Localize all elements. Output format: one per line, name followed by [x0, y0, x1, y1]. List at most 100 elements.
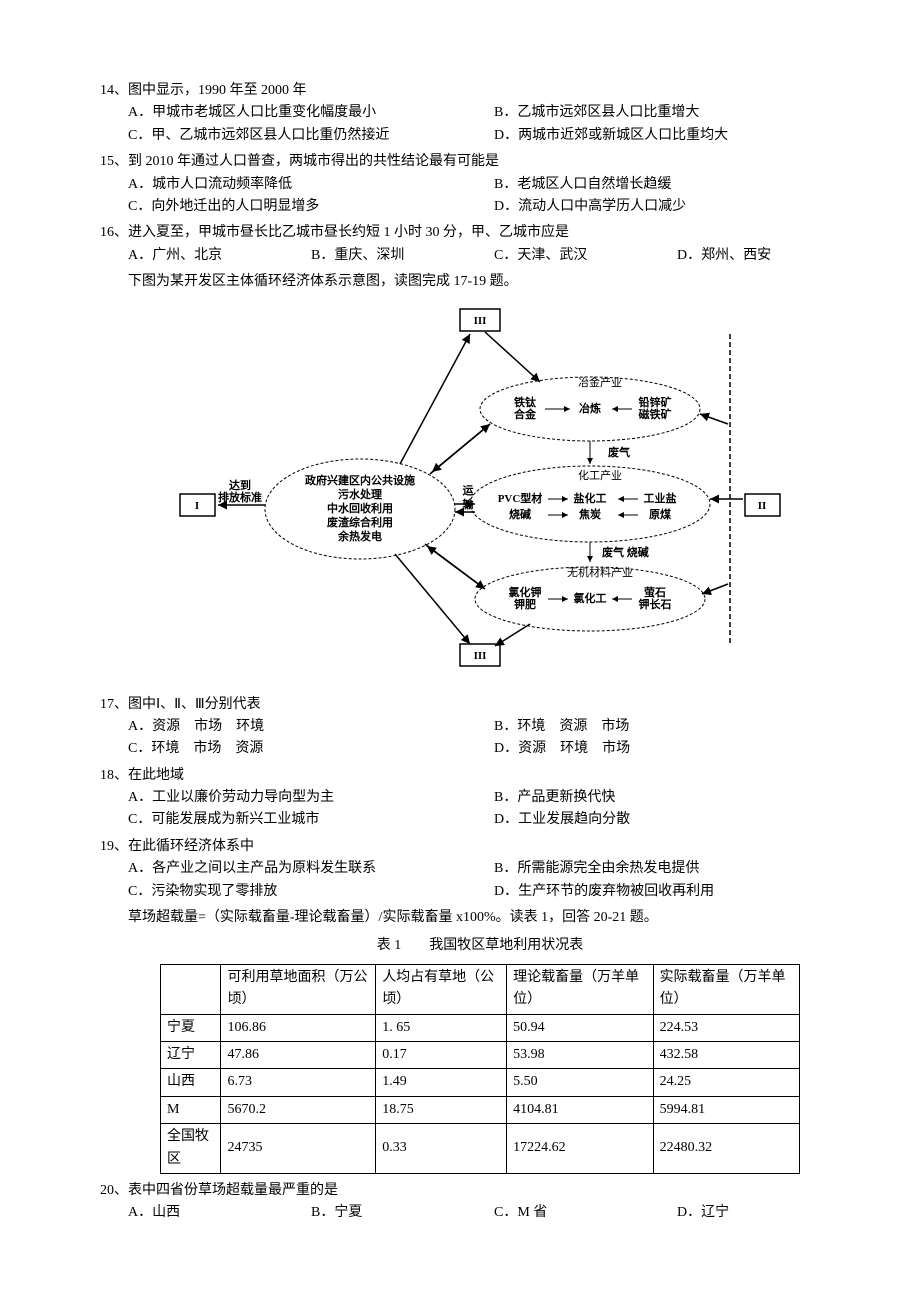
- box-bottom-label: III: [474, 650, 487, 662]
- col-2: 人均占有草地（公顷）: [376, 964, 507, 1014]
- svg-text:铅锌矿: 铅锌矿: [639, 395, 672, 409]
- q19-stem: 19、在此循环经济体系中: [100, 836, 860, 858]
- table-cell: 224.53: [653, 1014, 799, 1041]
- q14-stem: 14、图中显示，1990 年至 2000 年: [100, 80, 860, 102]
- box-top-label: III: [474, 315, 487, 327]
- q14-opt-a: A．甲城市老城区人口比重变化幅度最小: [128, 102, 494, 124]
- svg-text:无机材料产业: 无机材料产业: [567, 565, 633, 579]
- svg-text:冶炼: 冶炼: [579, 401, 601, 415]
- col-0: [161, 964, 221, 1014]
- svg-text:钾肥: 钾肥: [514, 597, 536, 611]
- table-cell: 18.75: [376, 1096, 507, 1123]
- table-cell: 6.73: [221, 1069, 376, 1096]
- table-cell: 5670.2: [221, 1096, 376, 1123]
- q18-opt-b: B．产品更新换代快: [494, 787, 860, 809]
- q18-opt-d: D．工业发展趋向分散: [494, 809, 860, 831]
- q18-opt-c: C．可能发展成为新兴工业城市: [128, 809, 494, 831]
- q17-opt-b: B．环境 资源 市场: [494, 716, 860, 738]
- svg-text:氯化工: 氯化工: [574, 591, 607, 605]
- question-16: 16、进入夏至，甲城市昼长比乙城市昼长约短 1 小时 30 分，甲、乙城市应是 …: [100, 222, 860, 267]
- q17-opt-d: D．资源 环境 市场: [494, 738, 860, 760]
- q20-stem: 20、表中四省份草场超载量最严重的是: [100, 1180, 860, 1202]
- svg-text:工业盐: 工业盐: [644, 491, 677, 505]
- table-cell: 53.98: [507, 1041, 653, 1068]
- intro-17-19: 下图为某开发区主体循环经济体系示意图，读图完成 17-19 题。: [100, 271, 860, 293]
- svg-text:废气 烧碱: 废气 烧碱: [602, 545, 649, 559]
- table-cell: 47.86: [221, 1041, 376, 1068]
- table-cell: 1.49: [376, 1069, 507, 1096]
- table-title: 表 1 我国牧区草地利用状况表: [100, 935, 860, 957]
- q19-opt-c: C．污染物实现了零排放: [128, 881, 494, 903]
- question-14: 14、图中显示，1990 年至 2000 年 A．甲城市老城区人口比重变化幅度最…: [100, 80, 860, 147]
- q15-opt-b: B．老城区人口自然增长趋缓: [494, 174, 860, 196]
- q14-opt-d: D．两城市近郊或新城区人口比重均大: [494, 125, 860, 147]
- svg-text:余热发电: 余热发电: [337, 529, 382, 543]
- col-3: 理论载畜量（万羊单位）: [507, 964, 653, 1014]
- q19-opt-d: D．生产环节的废弃物被回收再利用: [494, 881, 860, 903]
- svg-text:盐化工: 盐化工: [574, 491, 607, 505]
- box-left-label: I: [195, 500, 199, 512]
- table-cell: 全国牧区: [161, 1124, 221, 1174]
- q17-opt-c: C．环境 市场 资源: [128, 738, 494, 760]
- svg-text:氯化钾: 氯化钾: [509, 585, 542, 599]
- table-cell: 0.17: [376, 1041, 507, 1068]
- table-row: 辽宁47.860.1753.98432.58: [161, 1041, 800, 1068]
- svg-text:污水处理: 污水处理: [338, 487, 382, 501]
- table-row: 宁夏106.861. 6550.94224.53: [161, 1014, 800, 1041]
- q16-opt-b: B．重庆、深圳: [311, 245, 494, 267]
- q20-opt-d: D．辽宁: [677, 1202, 860, 1224]
- col-1: 可利用草地面积（万公顷）: [221, 964, 376, 1014]
- table-row: 山西6.731.495.5024.25: [161, 1069, 800, 1096]
- q20-opt-c: C．M 省: [494, 1202, 677, 1224]
- table-cell: 24735: [221, 1124, 376, 1174]
- q16-opt-c: C．天津、武汉: [494, 245, 677, 267]
- q14-opt-c: C．甲、乙城市远郊区县人口比重仍然接近: [128, 125, 494, 147]
- svg-text:政府兴建区内公共设施: 政府兴建区内公共设施: [305, 473, 415, 487]
- q20-opt-b: B．宁夏: [311, 1202, 494, 1224]
- table-cell: 106.86: [221, 1014, 376, 1041]
- q15-opt-a: A．城市人口流动频率降低: [128, 174, 494, 196]
- table-cell: 432.58: [653, 1041, 799, 1068]
- svg-text:废气: 废气: [608, 445, 630, 459]
- svg-text:PVC型材: PVC型材: [498, 491, 543, 505]
- table-cell: 5.50: [507, 1069, 653, 1096]
- svg-text:运: 运: [463, 484, 474, 497]
- q18-opt-a: A．工业以廉价劳动力导向型为主: [128, 787, 494, 809]
- ind1-title: 冶金产业: [578, 375, 622, 389]
- table-cell: 22480.32: [653, 1124, 799, 1174]
- svg-text:烧碱: 烧碱: [509, 507, 531, 521]
- q15-opt-d: D．流动人口中高学历人口减少: [494, 196, 860, 218]
- svg-text:原煤: 原煤: [649, 507, 672, 521]
- question-17: 17、图中Ⅰ、Ⅱ、Ⅲ分别代表 A．资源 市场 环境 B．环境 资源 市场 C．环…: [100, 694, 860, 761]
- svg-text:废渣综合利用: 废渣综合利用: [327, 515, 393, 529]
- q19-opt-b: B．所需能源完全由余热发电提供: [494, 858, 860, 880]
- table-row: M5670.218.754104.815994.81: [161, 1096, 800, 1123]
- q14-opt-b: B．乙城市远郊区县人口比重增大: [494, 102, 860, 124]
- table-cell: 1. 65: [376, 1014, 507, 1041]
- table-cell: 辽宁: [161, 1041, 221, 1068]
- grassland-table: 可利用草地面积（万公顷） 人均占有草地（公顷） 理论载畜量（万羊单位） 实际载畜…: [160, 964, 800, 1174]
- table-row: 全国牧区247350.3317224.6222480.32: [161, 1124, 800, 1174]
- q15-stem: 15、到 2010 年通过人口普查，两城市得出的共性结论最有可能是: [100, 151, 860, 173]
- table-cell: 宁夏: [161, 1014, 221, 1041]
- svg-text:钾长石: 钾长石: [639, 597, 672, 611]
- q20-opt-a: A．山西: [128, 1202, 311, 1224]
- table-cell: 4104.81: [507, 1096, 653, 1123]
- q18-stem: 18、在此地域: [100, 765, 860, 787]
- table-cell: 5994.81: [653, 1096, 799, 1123]
- question-19: 19、在此循环经济体系中 A．各产业之间以主产品为原料发生联系 B．所需能源完全…: [100, 836, 860, 903]
- svg-text:萤石: 萤石: [644, 585, 666, 599]
- svg-text:化工产业: 化工产业: [578, 468, 622, 482]
- svg-text:合金: 合金: [514, 407, 537, 421]
- circular-economy-diagram: III I II III 冶金产业 铁钛 合金 冶炼 铅锌矿 磁铁矿 废气 化工…: [100, 304, 860, 674]
- q16-opt-a: A．广州、北京: [128, 245, 311, 267]
- table-cell: 50.94: [507, 1014, 653, 1041]
- q17-opt-a: A．资源 市场 环境: [128, 716, 494, 738]
- formula-text: 草场超载量=（实际载畜量-理论载畜量）/实际载畜量 x100%。读表 1，回答 …: [100, 907, 860, 929]
- table-cell: M: [161, 1096, 221, 1123]
- svg-text:达到: 达到: [229, 478, 251, 492]
- table-cell: 山西: [161, 1069, 221, 1096]
- svg-text:中水回收利用: 中水回收利用: [327, 501, 393, 515]
- question-15: 15、到 2010 年通过人口普查，两城市得出的共性结论最有可能是 A．城市人口…: [100, 151, 860, 218]
- table-cell: 24.25: [653, 1069, 799, 1096]
